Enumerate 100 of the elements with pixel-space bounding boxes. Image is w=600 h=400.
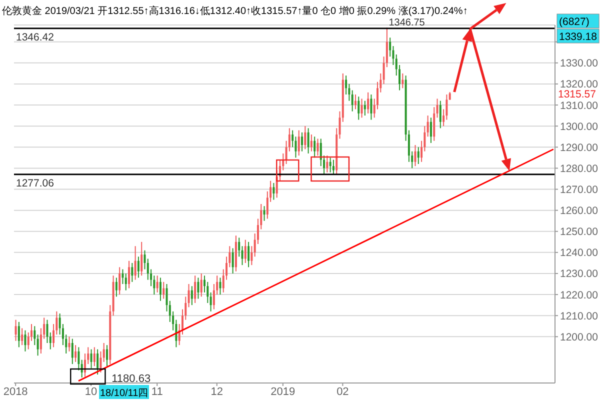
ref-line-label: 1346.42: [16, 31, 54, 44]
candlestick: [188, 284, 190, 308]
candlestick: [298, 130, 300, 156]
candlestick: [430, 117, 432, 144]
candlestick: [194, 275, 196, 304]
candlestick: [156, 275, 158, 293]
candlestick: [93, 346, 96, 367]
ref-line-label: 1277.06: [16, 177, 54, 190]
candlestick: [124, 272, 127, 291]
candlestick: [417, 146, 420, 164]
y-tick-label: 1290.00: [560, 142, 598, 154]
y-tick-label: 1240.00: [560, 247, 598, 260]
candlestick: [96, 348, 99, 376]
candlestick: [248, 241, 250, 268]
candlestick: [18, 321, 20, 348]
candlestick: [159, 277, 162, 302]
text: 1315.57: [558, 88, 596, 100]
candlestick: [210, 292, 212, 312]
candlestick: [131, 262, 134, 282]
candlestick: [102, 342, 105, 362]
candlestick: [14, 319, 17, 342]
candlestick: [200, 272, 202, 298]
candlestick: [310, 134, 312, 152]
candlestick: [272, 182, 275, 200]
candlestick: [314, 136, 316, 158]
candlestick: [360, 98, 363, 118]
y-tick-label: 1270.00: [560, 184, 598, 196]
candlestick: [332, 159, 334, 176]
candlestick: [426, 115, 429, 138]
candlestick: [304, 126, 306, 150]
candlestick: [301, 132, 304, 152]
x-tick-label: 2019: [270, 386, 296, 398]
candlestick: [106, 344, 108, 367]
annotation: 1180.63: [112, 373, 151, 385]
candlestick: [140, 241, 143, 276]
text: 1339.18: [559, 31, 598, 43]
candlestick: [36, 334, 39, 356]
candlestick: [414, 144, 416, 167]
candlestick: [21, 328, 24, 346]
candlestick: [244, 239, 246, 264]
candlestick: [250, 246, 253, 266]
text: 18/10/11四: [100, 388, 148, 399]
candlestick: [128, 260, 130, 289]
candlestick: [238, 237, 240, 258]
candlestick: [326, 155, 328, 173]
candlestick: [241, 246, 244, 266]
y-tick-label: 1330.00: [560, 58, 598, 70]
candlestick: [144, 250, 146, 270]
candlestick: [351, 90, 354, 112]
candlestick: [78, 346, 80, 371]
candlestick: [122, 268, 124, 285]
candlestick: [71, 338, 74, 365]
candlestick: [24, 330, 26, 352]
candlestick: [364, 100, 366, 116]
candlestick: [100, 350, 102, 373]
y-tick-label: 1300.00: [560, 120, 598, 133]
candlestick: [115, 277, 118, 298]
chart-title: 伦敦黄金 2019/03/21 开1312.55↑高1316.16↓低1312.40↑收1315.57↑量0 仓0 增0 振0.29% 涨(3.17)0.24%↑: [2, 5, 468, 17]
candlestick: [134, 246, 136, 280]
candlestick: [219, 277, 222, 296]
x-tick-label: 02: [336, 386, 349, 398]
y-tick-label: 1200.00: [560, 331, 598, 344]
x-tick-label: 11: [151, 386, 163, 398]
candlestick: [90, 348, 92, 369]
candlestick: [46, 319, 48, 344]
annotation: 1346.75: [388, 18, 426, 29]
candlestick: [436, 98, 438, 118]
candlestick: [370, 94, 372, 120]
candlestick: [137, 256, 140, 278]
y-tick-label: 1310.00: [560, 100, 598, 112]
y-tick-label: 1260.00: [560, 205, 598, 218]
candlestick: [358, 96, 360, 120]
y-tick-label: 1250.00: [560, 226, 598, 238]
candlestick: [118, 266, 121, 296]
candlestick: [80, 359, 83, 378]
candlestick: [68, 336, 70, 352]
candlestick: [263, 206, 266, 222]
candlestick: [197, 277, 200, 300]
candlestick: [433, 106, 436, 142]
x-tick-label: 10: [84, 386, 98, 398]
candlestick: [162, 281, 165, 300]
candlestick: [367, 92, 370, 114]
candlestick: [329, 157, 332, 173]
candlestick: [34, 326, 36, 346]
text: (6827): [559, 16, 590, 28]
candlestick: [354, 94, 356, 110]
y-tick-label: 1280.00: [560, 162, 598, 175]
candlestick: [307, 128, 310, 154]
y-tick-label: 1320.00: [560, 78, 598, 91]
x-tick-label: 12: [210, 386, 223, 398]
candlestick: [316, 138, 319, 156]
candlestick: [439, 100, 442, 129]
y-tick-label: 1210.00: [560, 310, 598, 322]
y-tick-label: 1220.00: [560, 289, 598, 302]
candlestick: [49, 332, 52, 350]
x-tick-label: 2018: [3, 386, 28, 398]
candlestick: [74, 344, 77, 362]
candlestick: [232, 248, 234, 274]
candlestick: [402, 72, 404, 89]
candlestick: [190, 286, 193, 306]
